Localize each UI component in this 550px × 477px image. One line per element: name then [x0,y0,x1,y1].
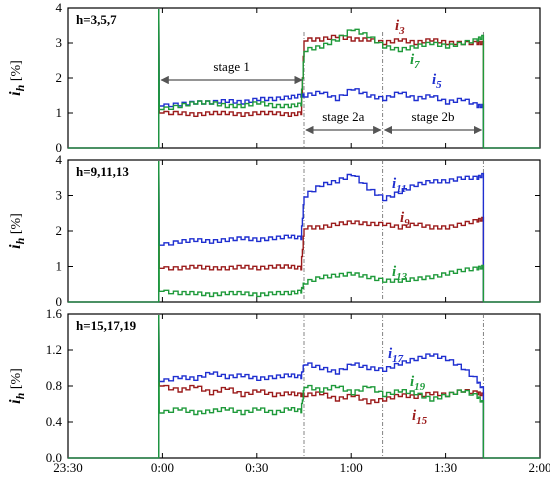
ytick-label: 1 [56,259,63,274]
ytick-label: 1.6 [46,306,63,321]
series-lines [68,8,540,459]
ytick-label: 2 [56,223,63,238]
chart-labels: 0 1 2 3 4 i3 i5 i7 h=3,5,7 ih [%] 0 1 2 3 4 i9 i11 i13 h=9… [7,0,550,475]
series-label-i19: i19 [410,374,426,393]
ytick-label: 2 [56,70,63,85]
stage-label: stage 2a [322,109,364,124]
xtick-label: 0:30 [245,460,268,475]
y-axis-label: ih [%] [7,368,27,404]
series-label-i17: i17 [388,346,404,365]
ytick-label: 0.0 [46,450,62,465]
series-label-i9: i9 [400,210,410,229]
series-i17 [158,314,485,459]
series-label-i5: i5 [432,72,442,91]
ytick-label: 3 [56,35,63,50]
ytick-label: 0.8 [46,378,62,393]
stage-label-bg [313,108,374,124]
ytick-label: 4 [56,0,63,15]
stage-label-bg [403,108,464,124]
series-i13 [158,160,485,303]
harmonics-label: h=3,5,7 [76,12,117,27]
stage-label: stage 1 [213,59,249,74]
ytick-label: 0 [56,140,63,155]
xtick-label: 23:30 [53,460,83,475]
xtick-label: 2:00 [528,460,550,475]
ytick-label: 3 [56,188,63,203]
series-i3 [158,8,485,149]
series-i7 [158,8,485,149]
ytick-label: 1 [56,105,63,120]
ytick-label: 0.4 [46,414,63,429]
series-i15 [158,314,485,459]
series-label-i3: i3 [395,18,405,37]
series-i19 [158,314,485,459]
harmonics-label: h=15,17,19 [76,318,137,333]
series-i11 [158,160,485,303]
ytick-label: 0 [56,294,63,309]
series-label-i15: i15 [412,408,428,427]
series-label-i13: i13 [392,264,408,283]
y-axis-label: ih [%] [7,213,27,249]
ytick-label: 4 [56,152,63,167]
stage-label: stage 2b [412,109,455,124]
series-label-i7: i7 [410,52,420,71]
harmonics-label: h=9,11,13 [76,164,129,179]
series-label-i11: i11 [392,176,407,195]
series-i9 [158,160,485,303]
xtick-label: 1:30 [434,460,457,475]
xtick-label: 0:00 [151,460,174,475]
xtick-label: 1:00 [340,460,363,475]
y-axis-label: ih [%] [7,60,27,96]
ytick-label: 1.2 [46,342,62,357]
